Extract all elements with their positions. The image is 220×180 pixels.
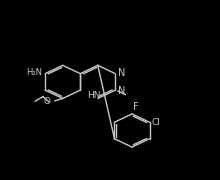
Text: H₂N: H₂N [26,68,42,77]
Text: Cl: Cl [152,118,161,127]
Text: O: O [44,97,51,106]
Text: N: N [118,86,125,96]
Text: N: N [118,68,125,78]
Text: F: F [133,102,139,112]
Text: HN: HN [87,91,101,100]
